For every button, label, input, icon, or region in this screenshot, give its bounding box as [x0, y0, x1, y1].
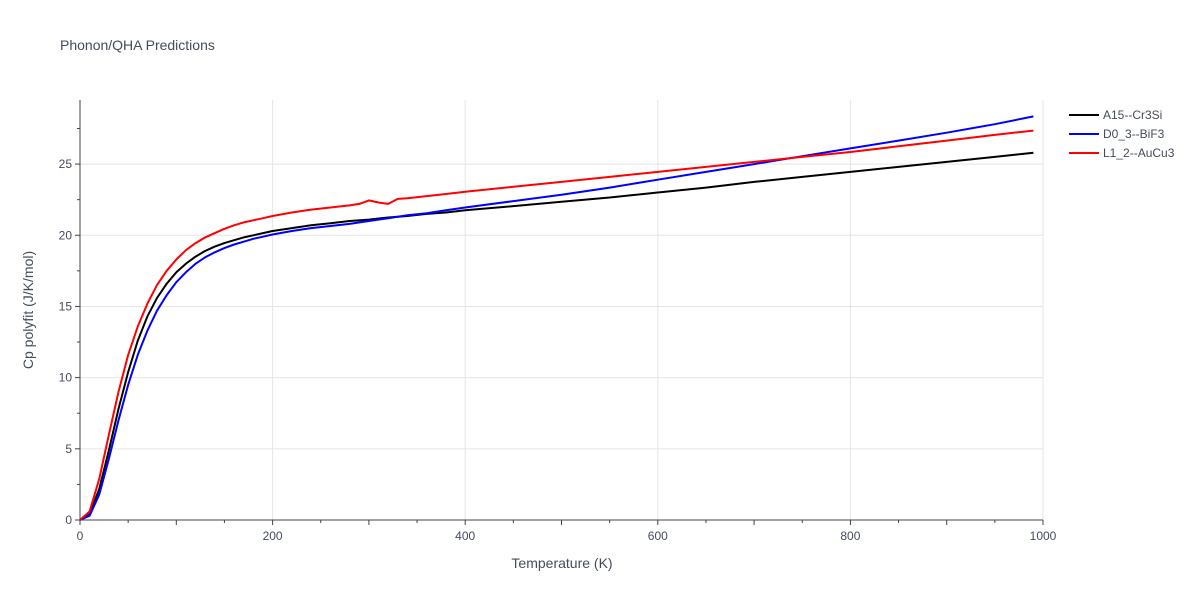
y-axis-ticks: 0 5 10 15 20 25 — [59, 127, 80, 527]
x-axis-ticks: 0 200 400 600 800 1000 — [77, 520, 1057, 543]
chart-title: Phonon/QHA Predictions — [60, 37, 215, 53]
x-tick-label: 400 — [455, 529, 475, 543]
y-tick-label: 0 — [65, 513, 72, 527]
legend-item[interactable]: D0_3--BiF3 — [1069, 127, 1165, 141]
x-tick-label: 800 — [840, 529, 860, 543]
y-gridlines — [80, 163, 1043, 450]
legend-label: A15--Cr3Si — [1103, 108, 1162, 122]
plot-area[interactable] — [79, 115, 1034, 521]
y-tick-label: 10 — [59, 371, 73, 385]
y-axis-title: Cp polyfit (J/K/mol) — [20, 251, 36, 369]
y-tick-label: 25 — [59, 157, 73, 171]
x-tick-label: 200 — [263, 529, 283, 543]
series-line-1[interactable] — [79, 115, 1034, 521]
legend-item[interactable]: A15--Cr3Si — [1069, 108, 1162, 122]
y-tick-label: 20 — [59, 228, 73, 242]
legend[interactable]: A15--Cr3Si D0_3--BiF3 L1_2--AuCu3 — [1069, 108, 1175, 160]
x-gridlines — [272, 100, 1044, 520]
x-tick-label: 0 — [77, 529, 84, 543]
series-line-2[interactable] — [79, 129, 1034, 521]
legend-item[interactable]: L1_2--AuCu3 — [1069, 146, 1175, 160]
x-tick-label: 1000 — [1030, 529, 1057, 543]
x-axis-title: Temperature (K) — [511, 555, 612, 571]
x-tick-label: 600 — [648, 529, 668, 543]
legend-label: L1_2--AuCu3 — [1103, 146, 1175, 160]
series-line-0[interactable] — [79, 151, 1034, 521]
y-tick-label: 5 — [65, 442, 72, 456]
y-tick-label: 15 — [59, 299, 73, 313]
legend-label: D0_3--BiF3 — [1103, 127, 1165, 141]
